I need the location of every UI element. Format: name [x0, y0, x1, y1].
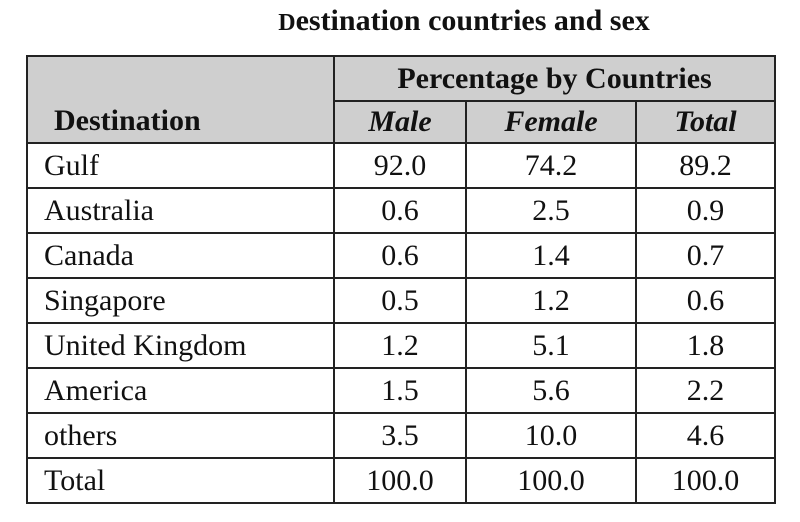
row-label: Total — [26, 457, 335, 504]
cell-female: 10.0 — [465, 412, 637, 459]
table-title-text: estination countries and sex — [295, 4, 650, 37]
cell-female: 5.6 — [465, 367, 637, 414]
row-label: Australia — [26, 187, 335, 234]
cell-total: 1.8 — [634, 322, 777, 369]
destination-table: Destination Percentage by Countries Male… — [26, 55, 777, 504]
cell-male: 0.6 — [333, 187, 467, 234]
row-label: Singapore — [26, 277, 335, 324]
cell-female: 100.0 — [465, 457, 637, 504]
table-row: United Kingdom 1.2 5.1 1.8 — [26, 322, 777, 369]
column-header-female: Female — [465, 100, 637, 144]
table-title-initial: D — [278, 10, 296, 36]
cell-female: 74.2 — [465, 142, 637, 189]
cell-total: 2.2 — [634, 367, 777, 414]
row-label: United Kingdom — [26, 322, 335, 369]
cell-female: 1.4 — [465, 232, 637, 279]
cell-male: 1.2 — [333, 322, 467, 369]
destination-header: Destination — [26, 55, 335, 144]
cell-male: 0.5 — [333, 277, 467, 324]
cell-male: 100.0 — [333, 457, 467, 504]
row-label: America — [26, 367, 335, 414]
cell-total: 4.6 — [634, 412, 777, 459]
cell-male: 0.6 — [333, 232, 467, 279]
cell-total: 0.7 — [634, 232, 777, 279]
cell-total: 100.0 — [634, 457, 777, 504]
table-row: Australia 0.6 2.5 0.9 — [26, 187, 777, 234]
percentage-group-header: Percentage by Countries — [332, 55, 777, 102]
table-title: Destination countries and sex — [0, 4, 800, 38]
cell-total: 0.9 — [634, 187, 777, 234]
table-row: America 1.5 5.6 2.2 — [26, 367, 777, 414]
column-header-male: Male — [333, 100, 467, 144]
table-row-total: Total 100.0 100.0 100.0 — [26, 457, 777, 504]
cell-female: 5.1 — [465, 322, 637, 369]
table-row: others 3.5 10.0 4.6 — [26, 412, 777, 459]
cell-male: 92.0 — [333, 142, 467, 189]
cell-female: 2.5 — [465, 187, 637, 234]
cell-total: 89.2 — [634, 142, 777, 189]
table-row: Gulf 92.0 74.2 89.2 — [26, 142, 777, 189]
cell-total: 0.6 — [634, 277, 777, 324]
cell-male: 1.5 — [333, 367, 467, 414]
table-row: Canada 0.6 1.4 0.7 — [26, 232, 777, 279]
column-header-total: Total — [634, 100, 777, 144]
cell-female: 1.2 — [465, 277, 637, 324]
row-label: others — [26, 412, 335, 459]
row-label: Gulf — [26, 142, 335, 189]
row-label: Canada — [26, 232, 335, 279]
table-row: Singapore 0.5 1.2 0.6 — [26, 277, 777, 324]
cell-male: 3.5 — [333, 412, 467, 459]
